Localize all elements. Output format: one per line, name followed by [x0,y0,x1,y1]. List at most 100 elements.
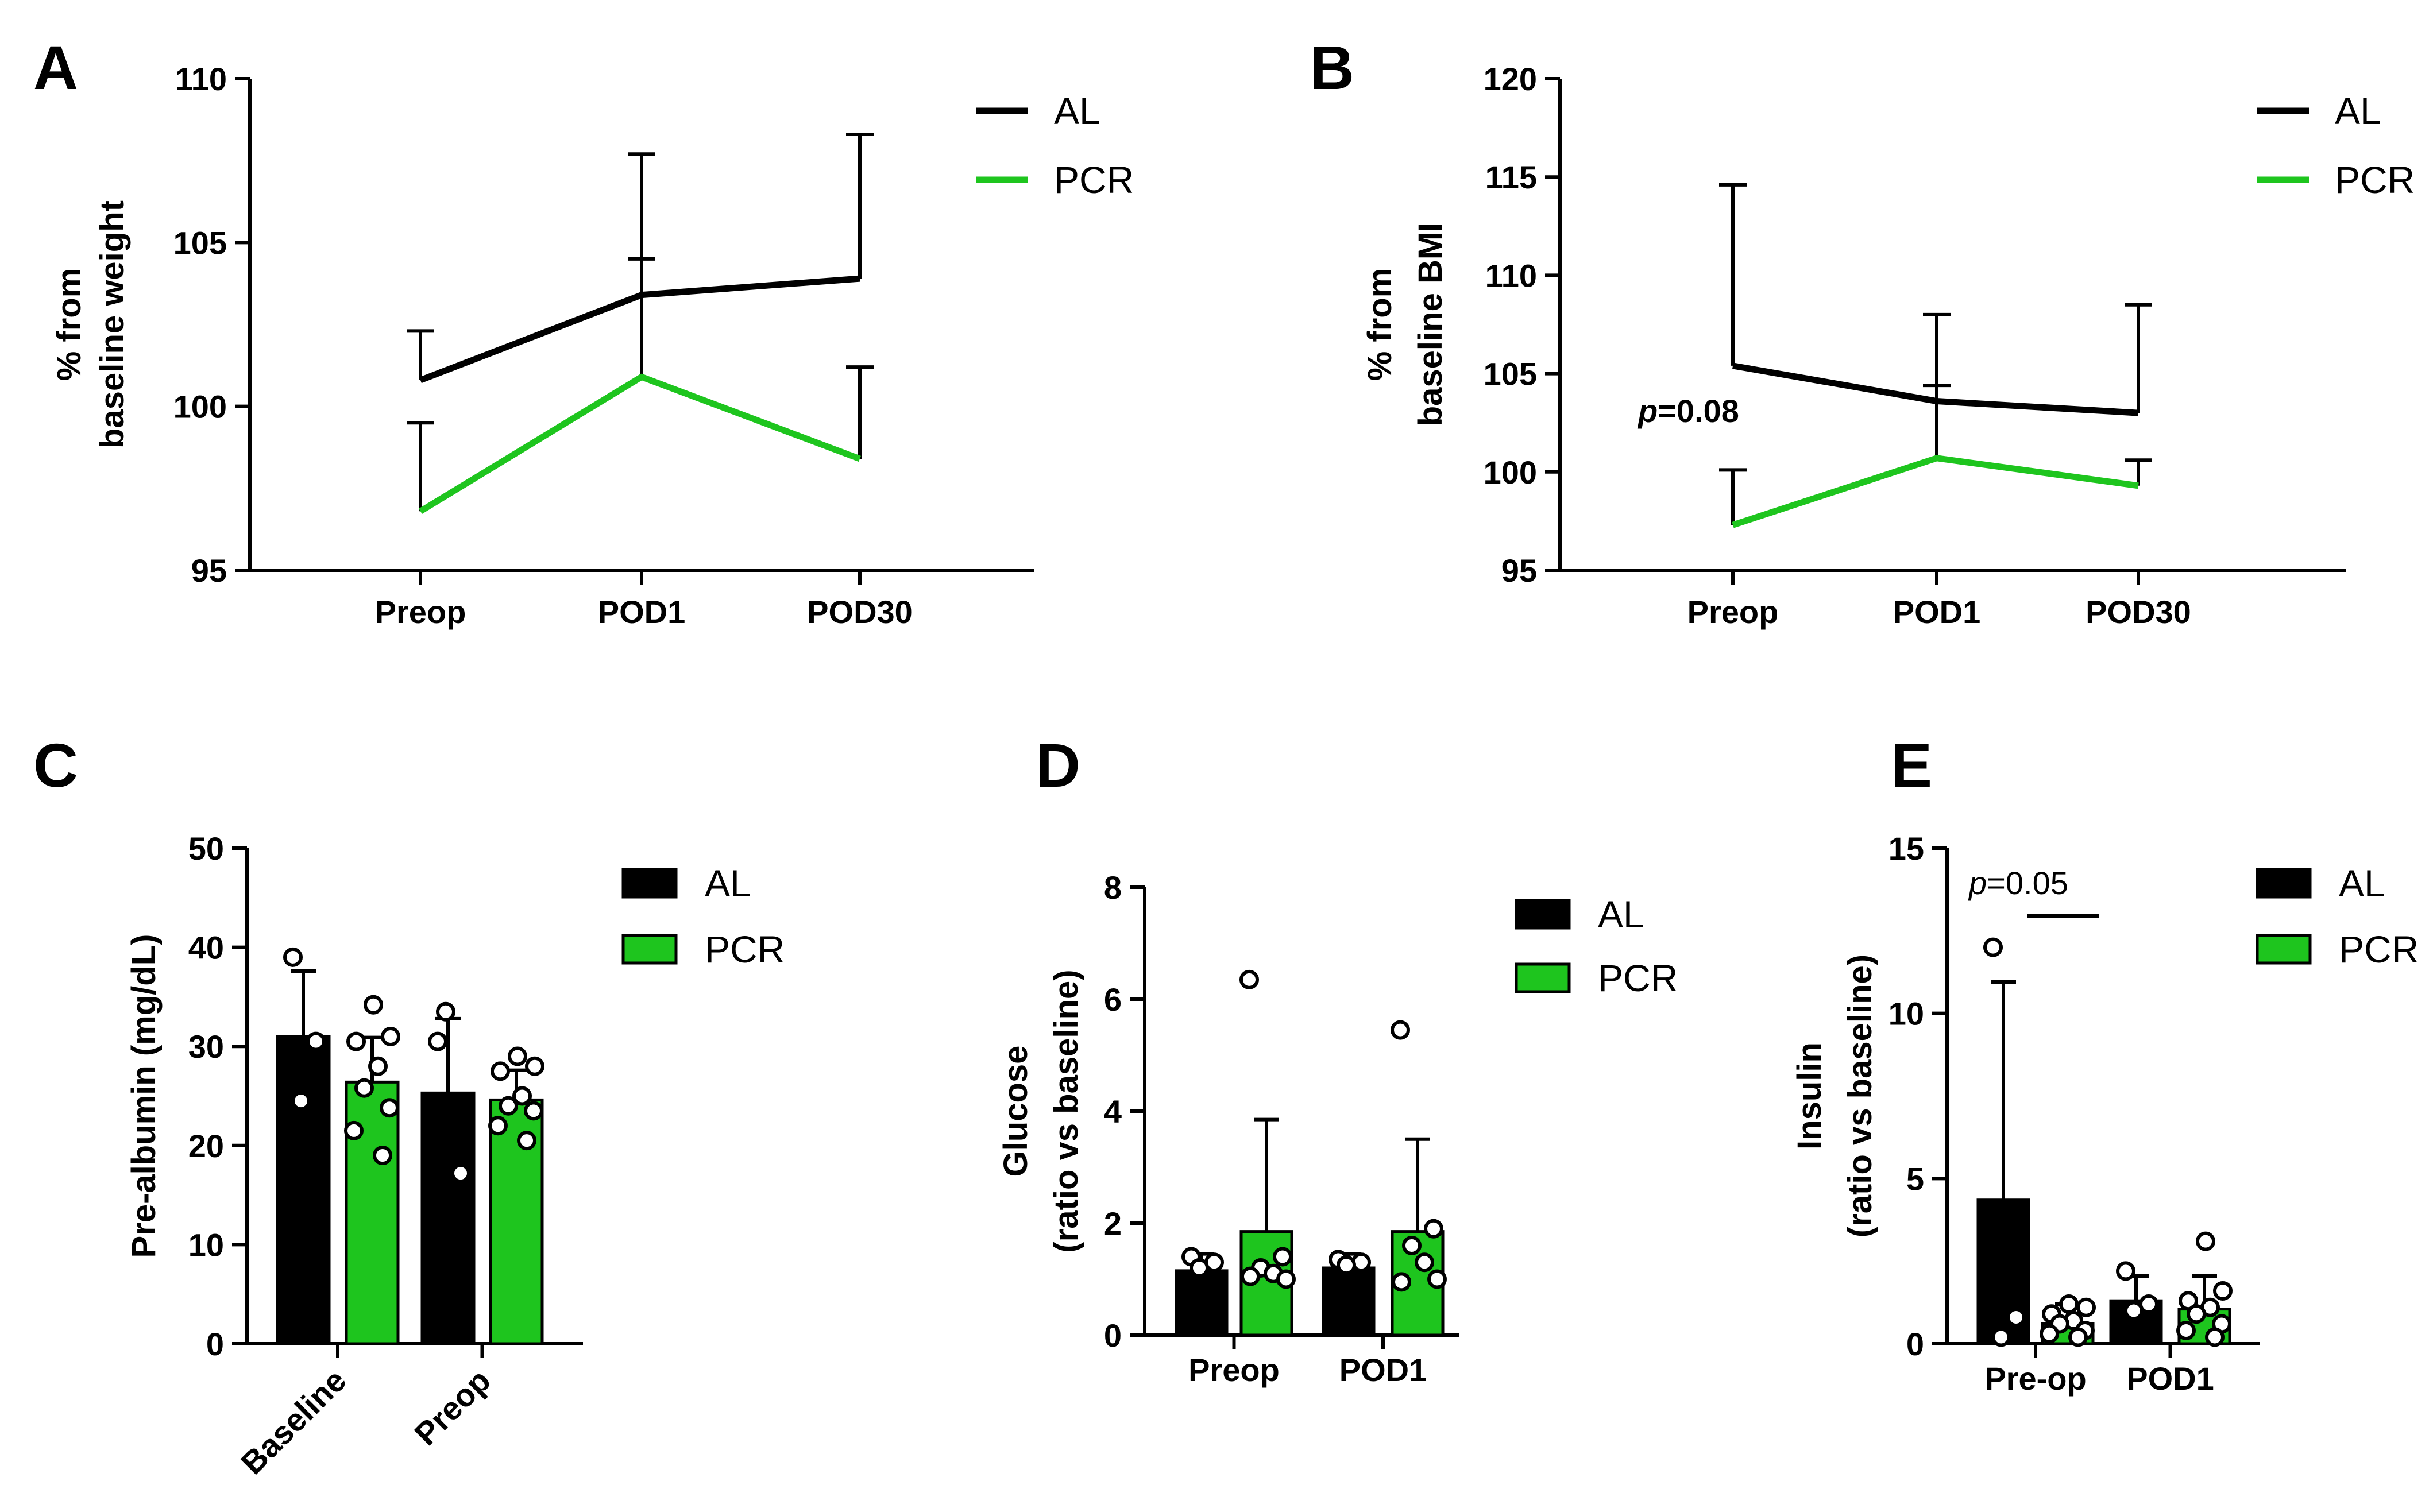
y-tick-label: 120 [1484,61,1537,97]
p-value-annotation: p=0.05 [1968,865,2068,901]
data-point-pcr [381,1026,400,1046]
legend-label-al: AL [2335,90,2381,132]
x-tick-label: Preop [1687,594,1779,630]
panel-label: B [1310,33,1354,102]
legend-label-pcr: PCR [705,928,785,970]
legend-swatch-al [621,868,678,899]
data-point-pcr [1241,1266,1260,1286]
data-point-pcr [512,1086,532,1106]
data-point-pcr [1415,1252,1434,1273]
y-axis-label: Glucose [997,1046,1034,1177]
data-point-pcr [491,1061,510,1081]
data-point-al [291,1091,311,1111]
x-tick-label: POD1 [1339,1352,1427,1388]
data-point-al [428,1031,447,1051]
y-tick-label: 105 [173,225,227,261]
series-line-pcr [419,373,861,514]
data-point-al [1983,937,2003,957]
data-point-al [306,1031,326,1051]
data-point-pcr [525,1056,544,1076]
y-axis-label: baseline weight [94,200,131,448]
y-tick-label: 110 [1485,257,1537,293]
y-tick-label: 4 [1104,1093,1122,1130]
panel-c: C 0 10 20 30 40 50 Pre-albumin (mg/dL) Baseline P… [33,730,785,1481]
panel-d: D 0 2 4 6 8 Glucose (ratio vs baseline) Preop POD… [997,730,1678,1388]
y-tick-label: 0 [1906,1326,1924,1362]
legend-label-al: AL [1598,893,1644,935]
y-axis-label: (ratio vs baseline) [1841,954,1879,1238]
data-point-pcr [2196,1231,2215,1251]
data-point-pcr [508,1046,527,1066]
y-tick-label: 10 [1889,996,1924,1032]
y-tick-label: 95 [1501,552,1537,589]
y-axis-label: baseline BMI [1412,223,1449,427]
panel-label: A [33,33,78,102]
x-tick-label: POD1 [1893,594,1981,630]
legend-swatch-al [1515,899,1571,930]
x-tick-label: POD30 [2086,594,2191,630]
data-point-al [283,947,303,967]
data-point-pcr [1276,1269,1296,1289]
data-point-pcr [368,1056,388,1076]
x-tick-label: Preop [1188,1352,1280,1388]
data-point-pcr [373,1146,392,1166]
data-point-pcr [2068,1327,2088,1347]
data-point-pcr [1402,1236,1422,1255]
data-point-al [451,1163,470,1184]
data-point-pcr [524,1101,543,1121]
legend-label-pcr: PCR [1054,158,1134,201]
data-point-pcr [517,1131,536,1151]
legend-swatch-pcr [2256,934,2312,965]
data-point-pcr [499,1096,518,1116]
x-tick-label: Preop [375,594,466,630]
data-point-al [1991,1327,2011,1347]
y-axis-label: Insulin [1791,1042,1828,1150]
y-tick-label: 110 [175,61,227,97]
bar-al [1322,1266,1376,1337]
panel-a: A 95 100 105 110 % from baseline weight Preop PO… [33,33,1134,630]
y-tick-label: 15 [1889,830,1924,867]
data-point-pcr [1392,1272,1411,1292]
x-tick-label: POD1 [2126,1360,2214,1397]
legend-label-al: AL [1054,90,1100,132]
data-point-pcr [2076,1297,2096,1317]
data-point-pcr [380,1098,399,1118]
legend-swatch-al [2256,868,2312,899]
data-point-pcr [344,1120,364,1140]
panel-label: E [1891,730,1932,800]
bar-al [1175,1269,1229,1337]
x-tick-label: Pre-op [1984,1360,2086,1397]
y-tick-label: 115 [1485,159,1537,195]
y-tick-label: 0 [206,1326,224,1362]
bar-al [420,1091,476,1345]
y-axis-label: (ratio vs baseline) [1048,969,1085,1252]
y-axis-label: % from [1361,268,1399,381]
data-point-pcr [1427,1269,1447,1289]
data-point-pcr [1239,969,1259,989]
y-tick-label: 100 [173,389,227,425]
y-tick-label: 5 [1906,1161,1924,1197]
panel-label: D [1036,730,1080,800]
panel-b: B 95 100 105 110 115 120 % from baseline BMI Preo… [1310,33,2415,630]
bar-al [2109,1299,2163,1345]
x-tick-label: Preop [407,1362,497,1452]
data-point-pcr [2040,1324,2059,1344]
data-point-pcr [1424,1219,1443,1239]
x-tick-label: POD30 [807,594,913,630]
y-tick-label: 6 [1104,981,1122,1018]
legend-swatch-pcr [621,934,678,965]
legend-swatch-pcr [1515,962,1571,993]
data-point-pcr [488,1116,508,1136]
y-axis-label: Pre-albumin (mg/dL) [125,934,163,1258]
data-point-pcr [1391,1020,1410,1040]
panel-e: E 0 5 10 15 Insulin (ratio vs baseline) Pre-op P… [1791,730,2419,1397]
data-point-pcr [2205,1327,2225,1347]
y-tick-label: 40 [188,930,224,966]
legend-label-al: AL [705,862,751,904]
data-point-pcr [354,1078,374,1098]
series-line-pcr [1732,455,2139,528]
legend-label-pcr: PCR [2339,928,2419,970]
y-tick-label: 2 [1104,1205,1122,1242]
y-tick-label: 10 [188,1227,224,1263]
